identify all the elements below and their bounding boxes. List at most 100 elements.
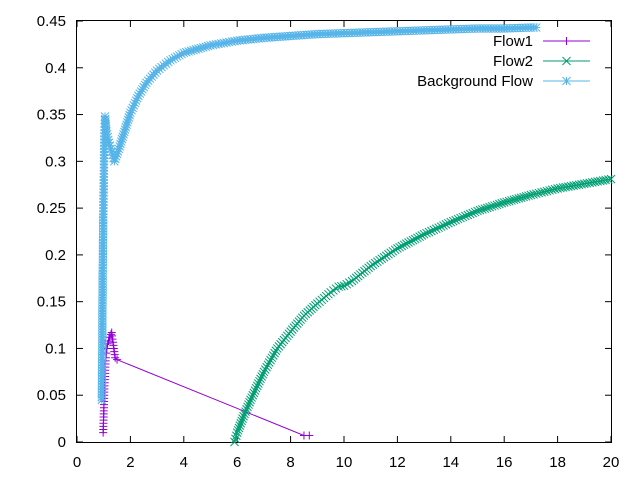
flow2-point — [480, 204, 490, 213]
flow2-point — [249, 388, 259, 398]
background-flow-point — [102, 129, 112, 139]
flow2-point — [582, 178, 592, 188]
background-flow-point — [107, 147, 117, 157]
flow2-point — [328, 286, 338, 295]
background-flow-point — [128, 103, 138, 113]
flow2-point — [395, 242, 404, 252]
background-flow-point — [131, 96, 141, 106]
flow2-point — [415, 232, 425, 241]
flow2-point — [526, 190, 536, 200]
background-flow-point — [108, 150, 117, 160]
flow2-point — [381, 251, 391, 261]
flow2-point — [239, 411, 248, 421]
flow2-point — [470, 207, 480, 217]
flow2-point — [547, 185, 557, 195]
background-flow-point — [179, 48, 189, 58]
x-tick-label: 10 — [336, 454, 353, 471]
flow2-point — [413, 233, 422, 243]
background-flow-point — [132, 93, 142, 103]
background-flow-point — [136, 87, 146, 96]
flow2-point — [448, 216, 458, 226]
background-flow-point — [172, 52, 182, 61]
background-flow-point — [170, 53, 180, 63]
background-flow-point — [194, 44, 203, 54]
flow2-point — [534, 188, 544, 198]
flow2-point — [251, 383, 261, 393]
flow2-point — [384, 249, 393, 259]
flow2-point — [259, 367, 269, 377]
flow2-point — [427, 226, 436, 236]
flow2-point — [561, 182, 570, 192]
background-flow-point — [120, 125, 130, 134]
flow2-point — [260, 365, 270, 374]
background-flow-point — [102, 127, 111, 136]
flow2-point — [379, 252, 389, 262]
y-tick-label: 0.4 — [45, 60, 66, 77]
flow2-point — [511, 194, 521, 204]
flow2-point — [240, 409, 249, 419]
legend: Flow1 Flow2 Background Flow — [417, 33, 590, 90]
flow2-point — [606, 174, 616, 184]
flow2-point — [401, 239, 411, 249]
plot-frame — [76, 20, 612, 443]
background-flow-point — [203, 41, 213, 51]
background-flow-point — [113, 147, 123, 156]
flow2-point — [519, 192, 528, 202]
flow2-point — [388, 246, 398, 256]
legend-label-background-flow: Background Flow — [417, 73, 533, 90]
flow2-point — [521, 192, 531, 201]
flow2-point — [507, 196, 516, 205]
flow2-point — [406, 236, 416, 246]
flow2-point — [566, 181, 576, 191]
flow2-point — [531, 189, 541, 199]
flow2-point — [463, 210, 473, 220]
flow2-point — [558, 183, 568, 192]
background-flow-point — [111, 151, 121, 161]
flow2-point — [598, 176, 608, 185]
y-tick-label: 0 — [58, 434, 66, 451]
background-flow-point — [122, 120, 131, 130]
flow2-point — [419, 229, 429, 239]
background-flow-point — [138, 84, 147, 94]
x-tick-label: 16 — [496, 454, 513, 471]
flow2-point — [441, 220, 451, 229]
background-flow-point — [112, 149, 122, 159]
axis-ticks — [76, 20, 612, 443]
flow2-point — [601, 175, 611, 185]
flow2-point — [399, 240, 409, 250]
y-tick-label: 0.45 — [37, 13, 66, 30]
flow2-point — [514, 194, 524, 203]
flow2-point — [571, 180, 581, 190]
flow2-point — [258, 369, 268, 379]
background-flow-point — [116, 139, 125, 149]
flow2-point — [453, 214, 463, 224]
flow1-point — [106, 330, 115, 339]
flow2-point — [504, 196, 514, 206]
flow2-point — [524, 191, 533, 201]
flow2-point — [417, 231, 427, 240]
flow2-point — [487, 201, 497, 211]
y-tick-label: 0.25 — [37, 200, 66, 217]
x-tick-label: 2 — [126, 454, 134, 471]
flow2-point — [579, 179, 589, 189]
flow2-point — [245, 397, 254, 407]
y-tick-label: 0.1 — [45, 340, 66, 357]
flow2-point — [241, 407, 250, 416]
background-flow-point — [134, 91, 143, 101]
flow2-point — [404, 238, 413, 247]
x-tick-label: 4 — [180, 454, 188, 471]
background-flow-point — [201, 42, 210, 52]
background-flow-point — [118, 132, 128, 142]
flow2-point — [509, 195, 519, 205]
x-tick-label: 20 — [603, 454, 620, 471]
background-flow-point — [110, 156, 119, 166]
flow2-point — [446, 217, 456, 227]
flow2-point — [268, 351, 278, 360]
background-flow-series — [97, 23, 541, 405]
flow2-point — [485, 202, 494, 212]
flow2-point — [342, 279, 352, 289]
flow2-point — [585, 178, 594, 188]
flow2-point — [237, 416, 247, 426]
flow2-point — [465, 209, 475, 219]
flow1-point — [111, 353, 120, 362]
